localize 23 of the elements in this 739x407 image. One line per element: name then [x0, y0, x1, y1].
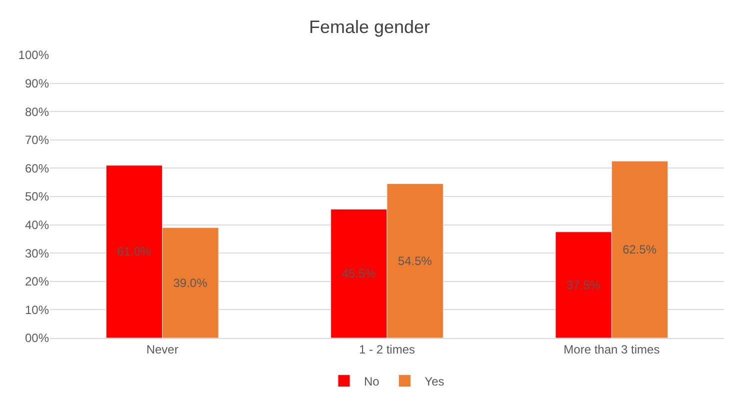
y-tick-label: 100% — [18, 48, 50, 62]
data-label: 45.5% — [342, 266, 376, 281]
y-tick-label: 40% — [24, 218, 50, 232]
y-tick-label: 00% — [24, 331, 50, 346]
y-tick-label: 90% — [24, 76, 50, 90]
data-label: 39.0% — [173, 276, 208, 290]
y-tick-label: 50% — [24, 190, 50, 204]
y-tick-label: 20% — [24, 274, 50, 289]
y-tick-label: 60% — [24, 161, 50, 176]
chart-title: Female gender — [308, 16, 430, 37]
y-tick-label: 70% — [24, 133, 50, 148]
data-label: 62.5% — [622, 242, 657, 257]
legend-label: No — [364, 374, 380, 388]
x-tick-label: 1 - 2 times — [358, 342, 416, 356]
x-tick-label: Never — [146, 342, 178, 356]
y-tick-label: 10% — [24, 302, 50, 317]
data-label: 37.5% — [566, 278, 601, 292]
legend-label: Yes — [424, 374, 444, 388]
x-tick-label: More than 3 times — [564, 342, 660, 356]
y-tick-label: 30% — [24, 246, 50, 260]
data-label: 61.0% — [117, 244, 152, 259]
data-label: 54.5% — [398, 254, 432, 268]
y-tick-label: 80% — [24, 104, 50, 119]
